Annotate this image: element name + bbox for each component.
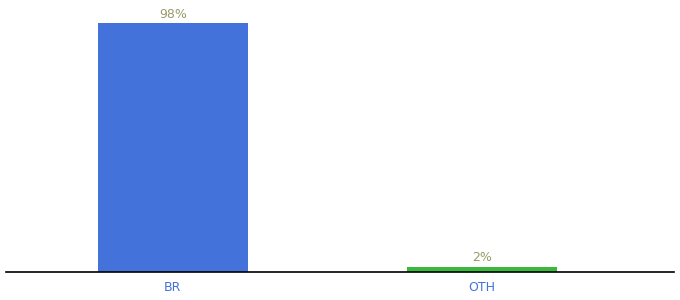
Bar bbox=[407, 267, 558, 272]
Bar bbox=[97, 23, 248, 272]
Text: 2%: 2% bbox=[472, 251, 492, 264]
Text: 98%: 98% bbox=[159, 8, 187, 21]
